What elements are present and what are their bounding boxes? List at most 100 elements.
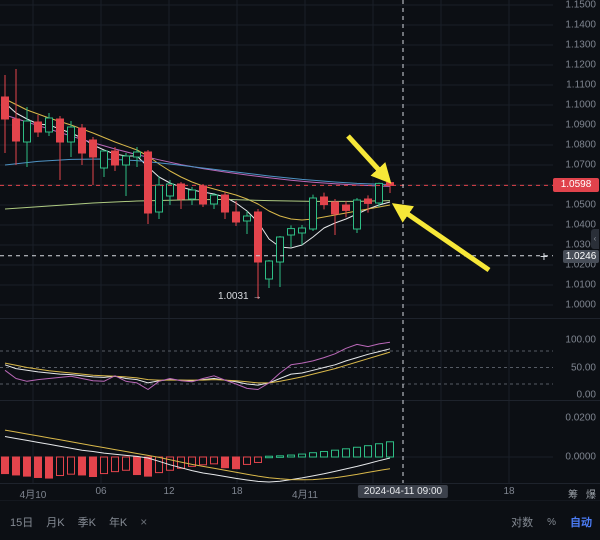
macd-hist-bar xyxy=(221,456,229,469)
macd-hist-bar xyxy=(67,456,75,475)
low-price-value: 1.0031 xyxy=(218,291,249,302)
macd-hist-bar xyxy=(265,455,273,459)
time-tick-label: 18 xyxy=(503,486,515,497)
price-tick-label: 1.1300 xyxy=(565,39,596,51)
candle-body xyxy=(210,194,218,205)
candle-body xyxy=(342,204,350,211)
price-tick-label: 1.0000 xyxy=(565,299,596,311)
candle-body xyxy=(12,118,20,142)
annotation-arrow xyxy=(391,203,491,273)
price-tick-label: 1.0300 xyxy=(565,239,596,251)
macd-hist-bar xyxy=(133,456,141,476)
price-axis-collapse-handle[interactable]: ‹ xyxy=(591,229,599,249)
time-tick-label: 4月10 xyxy=(19,490,47,501)
scale-options-group: 对数 % 自动 xyxy=(511,514,592,530)
macd-hist-bar xyxy=(298,453,306,458)
candle-body xyxy=(243,215,251,222)
candle-body xyxy=(111,150,119,166)
candle-body xyxy=(276,236,284,263)
price-tick-label: 1.1500 xyxy=(565,0,596,11)
candle-body xyxy=(56,118,64,143)
crosshair-plus-icon: + xyxy=(539,247,549,264)
macd-hist-bar xyxy=(100,456,108,475)
time-tick-label: 18 xyxy=(231,486,243,497)
macd-hist-bar xyxy=(122,456,130,471)
candle-body xyxy=(320,196,328,206)
log-scale-button[interactable]: 对数 xyxy=(511,517,534,529)
time-tick-label: 06 xyxy=(95,486,107,497)
macd-hist-bar xyxy=(89,456,97,477)
candle-body xyxy=(133,151,141,158)
candle-body xyxy=(23,120,31,143)
macd-hist-bar xyxy=(243,456,251,465)
macd-hist-bar xyxy=(34,456,42,478)
chip-distribution-button[interactable]: 筹 xyxy=(568,490,578,501)
candle-body xyxy=(45,117,53,133)
macd-hist-bar xyxy=(364,445,372,458)
candle-body xyxy=(353,199,361,230)
low-price-annotation: 1.0031 → xyxy=(218,291,262,302)
timeframe-month-k[interactable]: 月K xyxy=(46,517,65,529)
candle-body xyxy=(166,183,174,197)
candle-body xyxy=(254,211,262,263)
timeframe-15d[interactable]: 15日 xyxy=(10,517,34,529)
macd-hist-bar xyxy=(111,456,119,473)
candle-body xyxy=(221,194,229,213)
price-tick-label: 1.0200 xyxy=(565,259,596,271)
kdj-tick-label: 0.00 xyxy=(576,389,596,401)
macd-hist-bar xyxy=(254,456,262,463)
macd-hist-bar xyxy=(1,456,9,475)
macd-dea-line xyxy=(4,429,391,481)
kline-chart-canvas[interactable] xyxy=(0,0,600,483)
candle-body xyxy=(331,201,339,215)
annotation-arrow xyxy=(346,134,392,184)
kdj-tick-label: 100.00 xyxy=(565,334,596,346)
liquidation-button[interactable]: 爆 xyxy=(586,490,596,501)
candle-body xyxy=(265,260,273,280)
macd-hist-bar xyxy=(353,446,361,458)
price-tick-label: 1.0700 xyxy=(565,159,596,171)
macd-hist-bar xyxy=(144,456,152,477)
ma-mid-yellow xyxy=(4,98,391,221)
percent-scale-button[interactable]: % xyxy=(547,516,556,528)
candle-body xyxy=(155,184,163,213)
price-tick-label: 1.1400 xyxy=(565,19,596,31)
time-axis[interactable]: 2024-04-11 09:00 筹 爆 4月10 06 12 18 4月11 18 xyxy=(0,483,600,501)
macd-hist-bar xyxy=(199,456,207,466)
low-price-arrow-icon: → xyxy=(252,291,262,301)
timeframe-quarter-k[interactable]: 季K xyxy=(77,517,96,529)
close-icon[interactable]: × xyxy=(140,515,148,529)
crosshair-price-label: 1.0246 xyxy=(563,249,599,263)
macd-hist-bar xyxy=(56,456,64,477)
candle-body xyxy=(144,151,152,214)
price-tick-label: 1.0900 xyxy=(565,119,596,131)
macd-hist-bar xyxy=(320,451,328,458)
candle-body xyxy=(375,182,383,204)
price-tick-label: 1.1100 xyxy=(566,79,596,91)
kdj-tick-label: 50.00 xyxy=(570,362,596,373)
macd-hist-bar xyxy=(188,456,196,467)
price-tick-label: 1.0500 xyxy=(565,199,596,211)
time-tick-label: 12 xyxy=(163,486,175,497)
macd-tick-label: 0.0000 xyxy=(565,451,596,463)
axis-button-group: 筹 爆 xyxy=(568,486,596,501)
macd-hist-bar xyxy=(287,454,295,458)
candle-body xyxy=(232,211,240,223)
price-axis[interactable]: 1.1500 1.1400 1.1300 1.1200 1.1100 1.1000 1.09… xyxy=(553,0,600,483)
macd-hist-bar xyxy=(12,456,20,476)
candle-body xyxy=(100,150,108,169)
macd-hist-bar xyxy=(23,456,31,477)
candle-body xyxy=(364,198,372,204)
crosshair-time-label: 2024-04-11 09:00 xyxy=(357,485,449,498)
candle-body xyxy=(309,197,317,230)
price-tick-label: 1.0400 xyxy=(565,219,596,231)
auto-scale-button[interactable]: 自动 xyxy=(570,517,592,529)
macd-hist-bar xyxy=(375,443,383,458)
price-tick-label: 1.1200 xyxy=(565,59,596,71)
macd-hist-bar xyxy=(342,448,350,458)
macd-dif-line xyxy=(4,436,391,483)
candle-body xyxy=(1,96,9,120)
candle-body xyxy=(122,155,130,166)
timeframe-year-k[interactable]: 年K xyxy=(108,517,128,529)
